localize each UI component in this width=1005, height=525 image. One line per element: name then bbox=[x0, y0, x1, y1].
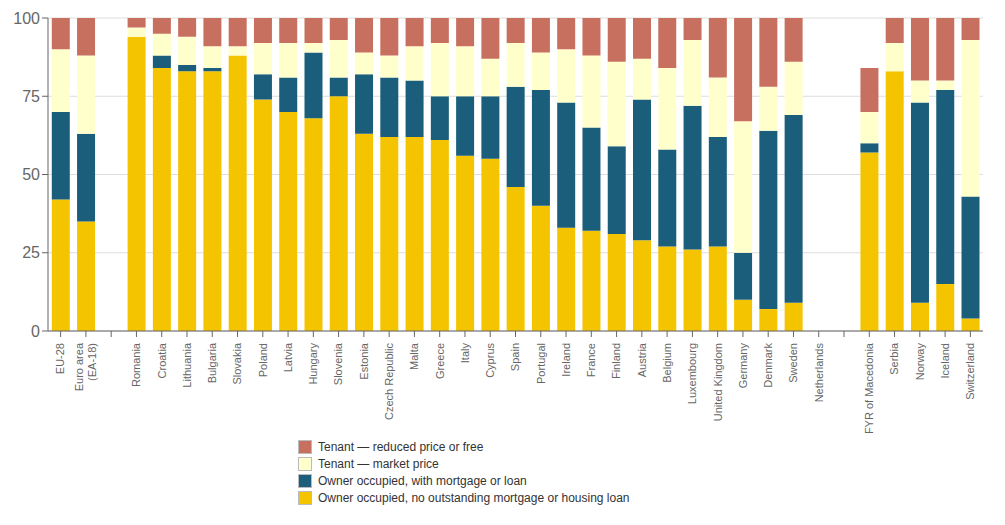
svg-text:EU-28: EU-28 bbox=[54, 343, 66, 374]
svg-text:Croatia: Croatia bbox=[156, 342, 168, 378]
svg-text:Lithuania: Lithuania bbox=[181, 342, 193, 388]
svg-text:Sweden: Sweden bbox=[787, 343, 799, 383]
svg-text:Luxembourg: Luxembourg bbox=[686, 343, 698, 404]
svg-text:25: 25 bbox=[22, 244, 40, 261]
svg-text:Slovenia: Slovenia bbox=[332, 342, 344, 385]
svg-text:Ireland: Ireland bbox=[560, 343, 572, 377]
svg-text:Poland: Poland bbox=[257, 343, 269, 377]
svg-text:Norway: Norway bbox=[914, 343, 926, 381]
svg-text:Austria: Austria bbox=[636, 342, 648, 377]
svg-text:Spain: Spain bbox=[509, 343, 521, 371]
html-text:Tenant — reduced price or free: Tenant — reduced price or free bbox=[318, 440, 484, 454]
svg-text:Serbia: Serbia bbox=[888, 342, 900, 375]
svg-text:Estonia: Estonia bbox=[358, 342, 370, 380]
svg-text:Denmark: Denmark bbox=[762, 343, 774, 388]
svg-text:0: 0 bbox=[31, 323, 40, 340]
svg-text:Finland: Finland bbox=[610, 343, 622, 379]
svg-text:FYR of Macedonia: FYR of Macedonia bbox=[863, 342, 875, 434]
svg-text:Belgium: Belgium bbox=[661, 343, 673, 383]
svg-text:Hungary: Hungary bbox=[307, 343, 319, 385]
svg-text:Bulgaria: Bulgaria bbox=[206, 342, 218, 383]
html-text:Tenant — market price: Tenant — market price bbox=[318, 457, 439, 471]
svg-text:Germany: Germany bbox=[737, 343, 749, 389]
html-text:Owner occupied, no outstanding: Owner occupied, no outstanding mortgage … bbox=[318, 491, 630, 505]
svg-text:Czech Republic: Czech Republic bbox=[383, 343, 395, 421]
svg-text:Switzerland: Switzerland bbox=[964, 343, 976, 400]
svg-text:Iceland: Iceland bbox=[939, 343, 951, 378]
svg-text:50: 50 bbox=[22, 166, 40, 183]
html-text:Owner occupied, with mortgage: Owner occupied, with mortgage or loan bbox=[318, 474, 527, 488]
svg-text:France: France bbox=[585, 343, 597, 377]
svg-text:75: 75 bbox=[22, 88, 40, 105]
svg-text:Malta: Malta bbox=[408, 342, 420, 370]
svg-text:Slovakia: Slovakia bbox=[231, 342, 243, 384]
svg-text:Portugal: Portugal bbox=[535, 343, 547, 384]
svg-text:Italy: Italy bbox=[459, 343, 471, 364]
svg-text:Latvia: Latvia bbox=[282, 342, 294, 372]
svg-text:Netherlands: Netherlands bbox=[813, 343, 825, 403]
svg-text:United Kingdom: United Kingdom bbox=[712, 343, 724, 421]
svg-text:Cyprus: Cyprus bbox=[484, 343, 496, 378]
svg-text:Euro area(EA-18): Euro area(EA-18) bbox=[73, 342, 98, 391]
svg-text:Romania: Romania bbox=[130, 342, 142, 387]
svg-text:100: 100 bbox=[13, 10, 40, 27]
svg-text:Greece: Greece bbox=[434, 343, 446, 379]
